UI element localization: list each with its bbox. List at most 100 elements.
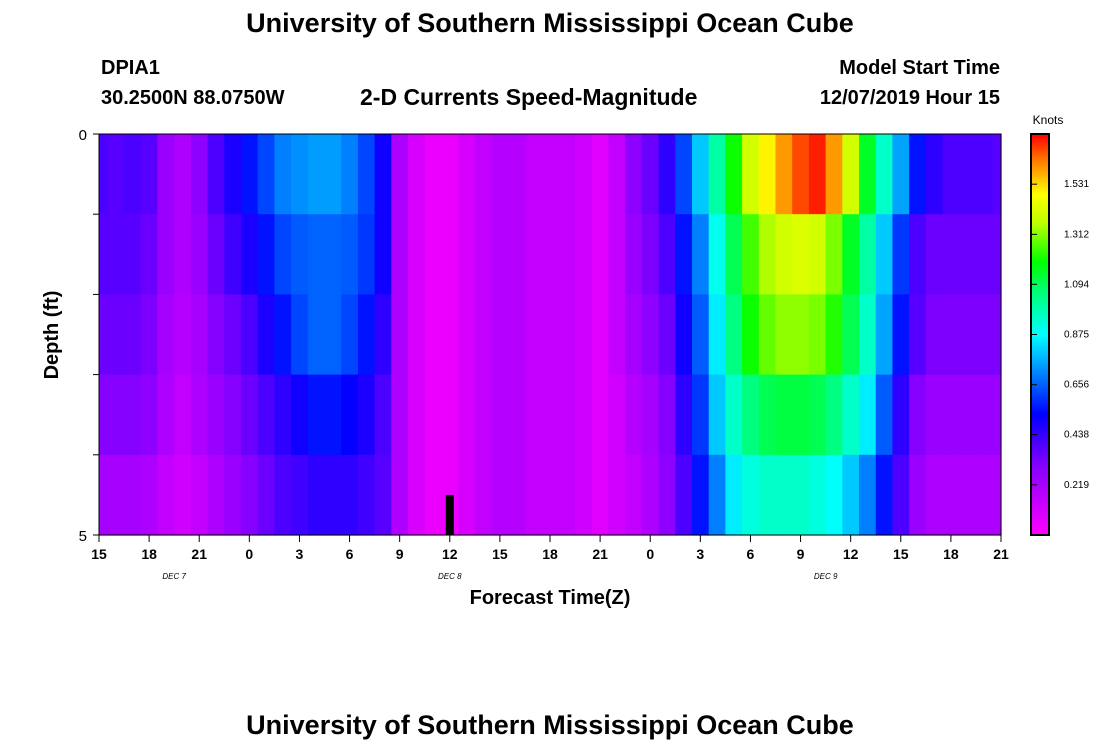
heatmap-cell (257, 454, 275, 536)
heatmap-cell (541, 294, 559, 376)
heatmap-cell (925, 294, 944, 376)
heatmap-cell (608, 134, 626, 215)
heatmap-cell (474, 374, 493, 456)
heatmap-cell (140, 454, 159, 536)
heatmap-cell (959, 134, 977, 215)
heatmap-cell (491, 374, 509, 456)
heatmap-cell (591, 134, 610, 215)
heatmap-cell (641, 294, 660, 376)
heatmap-cell (474, 134, 493, 215)
x-tick-label: 21 (592, 546, 608, 562)
model-start-label: Model Start Time (839, 57, 1000, 79)
heatmap-cell (959, 454, 977, 536)
heatmap-cell (875, 454, 894, 536)
heatmap-cell (291, 134, 309, 215)
heatmap-cell (708, 134, 726, 215)
heatmap-cell (508, 214, 526, 295)
heatmap-cell (775, 374, 793, 456)
colorbar-tick-label: 0.656 (1064, 380, 1089, 391)
heatmap-cell (541, 214, 559, 295)
heatmap-cell (474, 214, 493, 295)
heatmap-cell (859, 374, 877, 456)
heatmap-cell (725, 134, 743, 215)
heatmap-cell (491, 454, 509, 536)
x-tick-label: 15 (91, 546, 107, 562)
heatmap-cell (341, 454, 359, 536)
product-title: 2-D Currents Speed-Magnitude (360, 84, 698, 110)
x-tick-label: 0 (245, 546, 253, 562)
heatmap-cell (107, 214, 125, 295)
heatmap-cell (274, 214, 292, 295)
heatmap-cell (307, 294, 326, 376)
heatmap-cell (408, 214, 426, 295)
heatmap-cell (775, 214, 793, 295)
heatmap-cell (992, 374, 1002, 456)
heatmap-cell (959, 374, 977, 456)
heatmap-cell (742, 454, 760, 536)
heatmap-cell (591, 214, 610, 295)
heatmap-cell (157, 454, 175, 536)
heatmap-cell (675, 294, 693, 376)
heatmap-cell (274, 294, 292, 376)
heatmap-cell (524, 134, 543, 215)
heatmap-cell (691, 134, 710, 215)
heatmap-cell (591, 454, 610, 536)
heatmap-cell (99, 454, 108, 536)
heatmap-cell (975, 454, 994, 536)
heatmap-cell (892, 374, 910, 456)
heatmap-cell (124, 374, 142, 456)
heatmap-cell (641, 214, 660, 295)
heatmap-cell (324, 374, 342, 456)
heatmap-cell (575, 294, 593, 376)
x-tick-label: 12 (843, 546, 859, 562)
heatmap-cell (541, 454, 559, 536)
heatmap-cell (207, 374, 225, 456)
heatmap-cell (140, 294, 159, 376)
heatmap-cell (307, 454, 326, 536)
heatmap-cell (291, 374, 309, 456)
heatmap-cell (441, 294, 459, 376)
heatmap-cell (257, 214, 275, 295)
heatmap-cell (207, 134, 225, 215)
heatmap-cell (975, 294, 994, 376)
heatmap-cell (925, 374, 944, 456)
heatmap-cell (424, 294, 443, 376)
heatmap-cell (641, 454, 660, 536)
colorbar-tick-label: 0.438 (1064, 430, 1089, 441)
heatmap-cell (925, 454, 944, 536)
heatmap-cell (558, 454, 576, 536)
heatmap-cell (691, 454, 710, 536)
heatmap-cell (808, 374, 827, 456)
heatmap-cell (725, 374, 743, 456)
heatmap-cell (658, 454, 676, 536)
colorbar-tick-label: 0.875 (1064, 330, 1089, 341)
heatmap-cell (357, 134, 376, 215)
heatmap-cell (859, 134, 877, 215)
heatmap-cell (190, 134, 209, 215)
heatmap-cell (558, 134, 576, 215)
heatmap-cell (240, 454, 259, 536)
model-start-time: 12/07/2019 Hour 15 (819, 87, 1000, 109)
day-label: DEC 9 (814, 572, 838, 581)
y-tick-label: 0 (79, 127, 87, 144)
heatmap-cell (691, 294, 710, 376)
heatmap-cell (357, 214, 376, 295)
heatmap-cell (99, 374, 108, 456)
heatmap-cell (324, 214, 342, 295)
heatmap-cell (190, 454, 209, 536)
x-tick-label: 6 (747, 546, 755, 562)
heatmap-cell (491, 134, 509, 215)
heatmap-cell (842, 214, 860, 295)
heatmap-cell (140, 374, 159, 456)
heatmap-cell (758, 374, 777, 456)
heatmap-cell (675, 374, 693, 456)
heatmap-cell (391, 454, 409, 536)
heatmap-cell (357, 454, 376, 536)
heatmap-cell (257, 374, 275, 456)
x-tick-label: 0 (646, 546, 654, 562)
heatmap-cell (575, 374, 593, 456)
heatmap-cell (708, 374, 726, 456)
heatmap-cell (408, 134, 426, 215)
heatmap-cell (892, 214, 910, 295)
heatmap-cell (307, 214, 326, 295)
